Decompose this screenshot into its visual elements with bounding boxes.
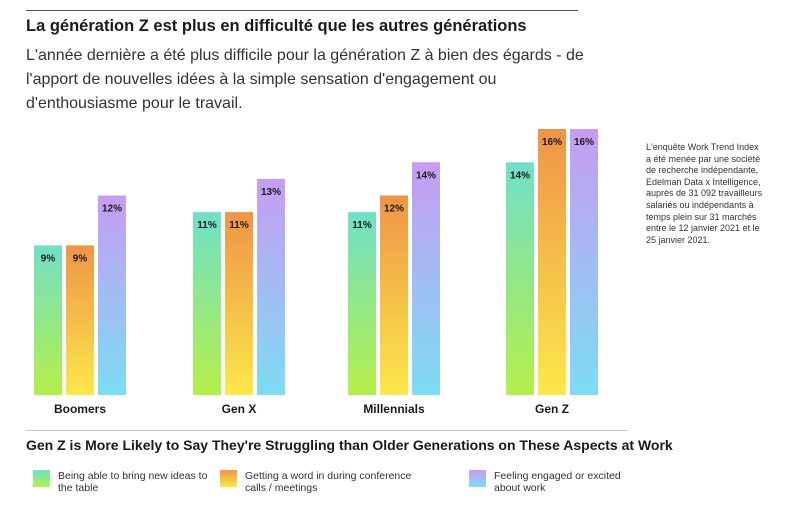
data-label: 16% [542,137,562,148]
chart-subtitle: L'année dernière a été plus difficile po… [26,47,584,112]
legend-item-engaged: Feeling engaged or excited about work [469,470,644,494]
bar-boomers-s1 [34,245,62,395]
data-label: 9% [41,253,56,264]
legend-swatch-engaged [469,470,486,487]
data-label: 11% [197,220,217,231]
legend-label-engaged: Feeling engaged or excited about work [494,470,621,494]
legend-label-ideas: Being able to bring new ideas to the tab… [58,470,208,494]
chart-title: La génération Z est plus en difficulté q… [26,17,527,35]
footer-rule [26,430,628,431]
bar-millennials-s2 [380,195,408,395]
bar-gen-z-s2 [538,129,566,395]
bar-boomers-s3 [98,195,126,395]
data-label: 12% [384,204,404,215]
data-label: 14% [416,170,436,181]
data-label: 12% [102,204,122,215]
category-label: Millennials [363,402,425,416]
bar-millennials-s1 [348,212,376,395]
data-label: 14% [510,170,530,181]
bar-gen-z-s3 [570,129,598,395]
survey-note: L'enquête Work Trend Index a été menée p… [646,142,763,245]
bar-millennials-s3 [412,162,440,395]
bar-gen-x-s3 [257,178,285,395]
data-label: 11% [229,220,249,231]
bar-gen-z-s1 [506,162,534,395]
data-label: 16% [574,137,594,148]
category-label: Boomers [54,402,106,416]
bar-boomers-s2 [66,245,94,395]
legend-item-ideas: Being able to bring new ideas to the tab… [33,470,208,494]
footer-title: Gen Z is More Likely to Say They're Stru… [26,437,673,453]
category-label: Gen X [222,402,257,416]
legend-swatch-meetings [220,470,237,487]
legend-label-meetings: Getting a word in during conference call… [245,470,412,494]
bar-gen-x-s1 [193,212,221,395]
top-rule [26,10,578,11]
data-label: 13% [261,187,281,198]
bar-gen-x-s2 [225,212,253,395]
legend-item-meetings: Getting a word in during conference call… [220,470,420,494]
category-label: Gen Z [535,402,569,416]
data-label: 9% [73,253,88,264]
legend-swatch-ideas [33,470,50,487]
data-label: 11% [352,220,372,231]
